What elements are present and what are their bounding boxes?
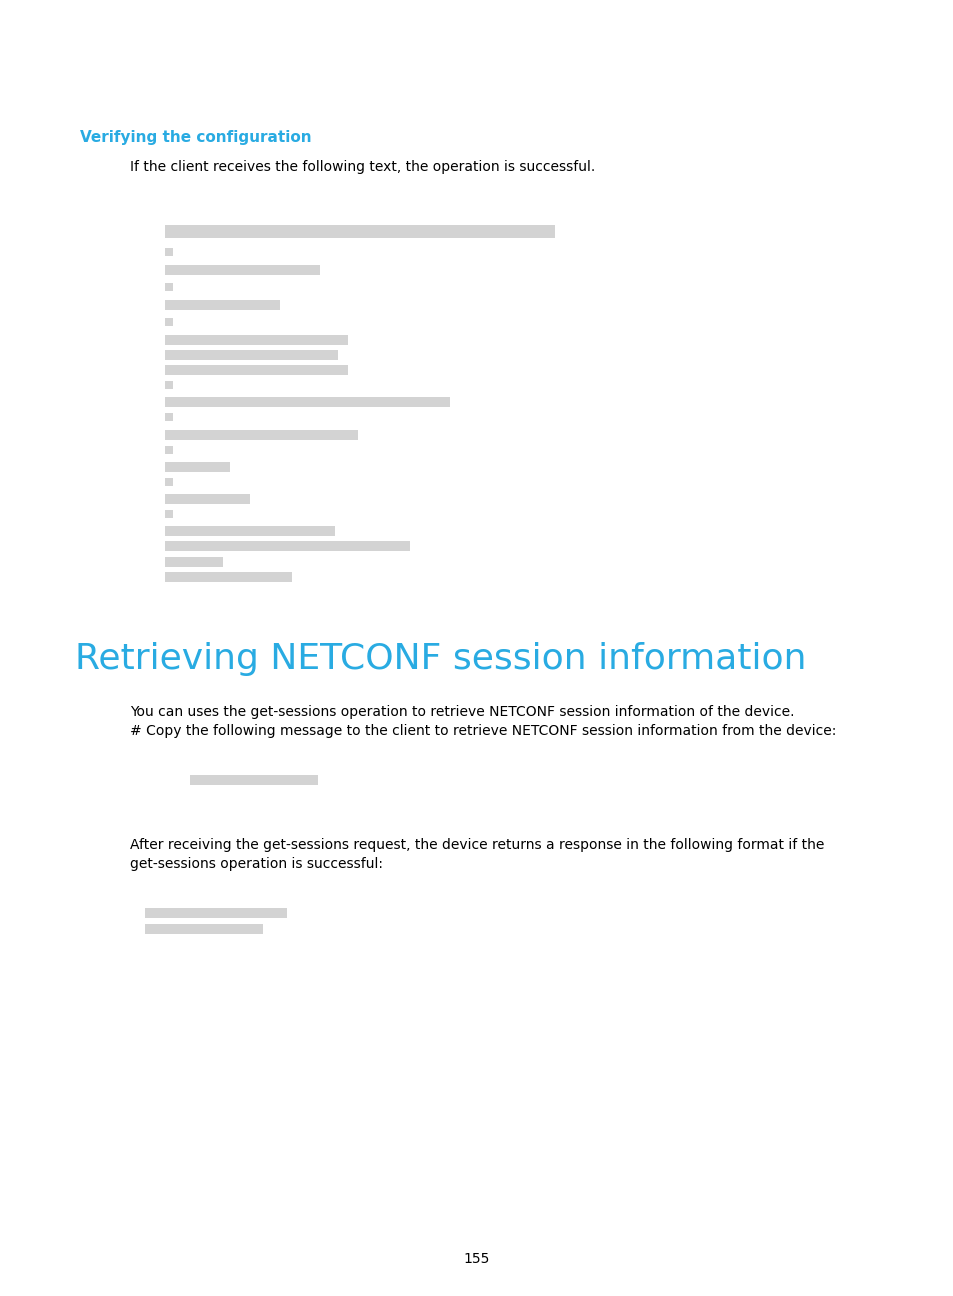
- Bar: [165, 264, 319, 275]
- Bar: [165, 446, 172, 454]
- Text: If the client receives the following text, the operation is successful.: If the client receives the following tex…: [130, 159, 595, 174]
- Bar: [165, 318, 172, 327]
- Bar: [165, 572, 292, 582]
- Bar: [165, 381, 172, 389]
- Bar: [165, 299, 280, 310]
- Bar: [145, 924, 263, 934]
- Text: get-sessions operation is successful:: get-sessions operation is successful:: [130, 857, 382, 871]
- Bar: [165, 511, 172, 518]
- Bar: [145, 908, 287, 918]
- Text: You can uses the get-sessions operation to retrieve NETCONF session information : You can uses the get-sessions operation …: [130, 705, 794, 719]
- Text: Retrieving NETCONF session information: Retrieving NETCONF session information: [75, 642, 805, 677]
- Bar: [165, 430, 357, 441]
- Text: # Copy the following message to the client to retrieve NETCONF session informati: # Copy the following message to the clie…: [130, 724, 836, 737]
- Bar: [165, 526, 335, 537]
- Bar: [165, 334, 348, 345]
- Bar: [190, 775, 317, 785]
- Bar: [165, 397, 450, 407]
- Bar: [165, 226, 555, 238]
- Bar: [165, 557, 223, 568]
- Bar: [165, 494, 250, 504]
- Bar: [165, 283, 172, 292]
- Bar: [165, 413, 172, 421]
- Bar: [165, 478, 172, 486]
- Bar: [165, 461, 230, 472]
- Bar: [165, 365, 348, 375]
- Bar: [165, 248, 172, 257]
- Bar: [165, 540, 410, 551]
- Text: Verifying the configuration: Verifying the configuration: [80, 130, 312, 145]
- Bar: [165, 350, 337, 360]
- Text: After receiving the get-sessions request, the device returns a response in the f: After receiving the get-sessions request…: [130, 839, 823, 851]
- Text: 155: 155: [463, 1252, 490, 1266]
